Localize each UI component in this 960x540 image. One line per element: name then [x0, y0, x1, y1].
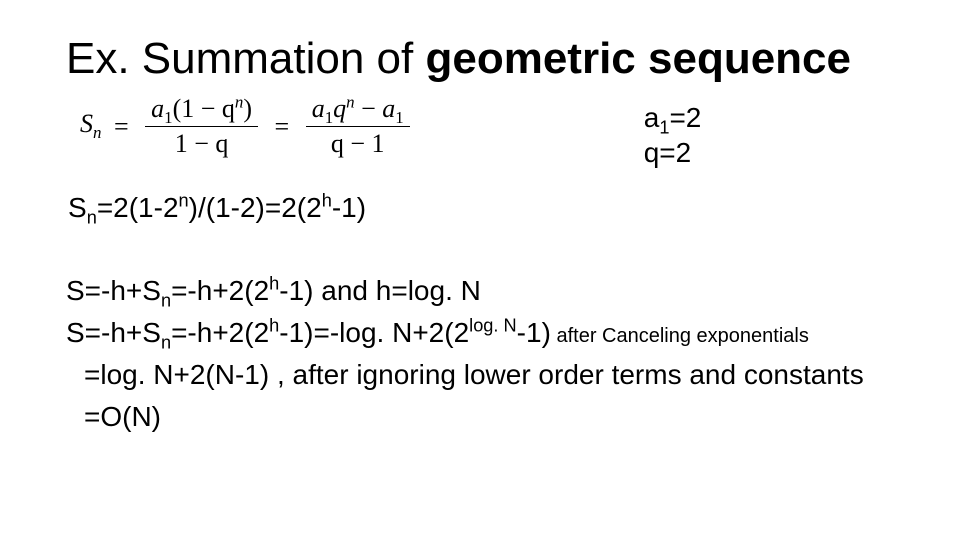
slide: Ex. Summation of geometric sequence Sn =…: [0, 0, 960, 540]
param-a1: a1=2: [644, 100, 702, 135]
deriv-line-1: S=-h+Sn=-h+2(2h-1) and h=log. N: [66, 270, 918, 312]
geometric-sum-formula: Sn = a1(1 − qn) 1 − q = a1qn − a1 q − 1: [80, 94, 414, 159]
deriv-line-2: S=-h+Sn=-h+2(2h-1)=-log. N+2(2log. N-1) …: [66, 312, 918, 354]
formula-lhs: Sn: [80, 109, 101, 138]
deriv-line-3: =log. N+2(N-1) , after ignoring lower or…: [66, 354, 918, 396]
parameter-values: a1=2 q=2: [644, 100, 702, 170]
title-plain: Ex. Summation of: [66, 34, 425, 83]
sn-substitution: Sn=2(1-2n)/(1-2)=2(2h-1): [68, 192, 918, 224]
param-q: q=2: [644, 135, 702, 170]
deriv-line-4: =O(N): [66, 396, 918, 438]
deriv-annot: after Canceling exponentials: [551, 325, 809, 347]
derivation: S=-h+Sn=-h+2(2h-1) and h=log. N S=-h+Sn=…: [66, 270, 918, 438]
slide-title: Ex. Summation of geometric sequence: [66, 34, 918, 84]
formula-frac1: a1(1 − qn) 1 − q: [145, 94, 258, 159]
formula-frac2: a1qn − a1 q − 1: [306, 94, 410, 159]
formula-row: Sn = a1(1 − qn) 1 − q = a1qn − a1 q − 1 …: [66, 94, 918, 170]
title-bold: geometric sequence: [425, 34, 851, 83]
